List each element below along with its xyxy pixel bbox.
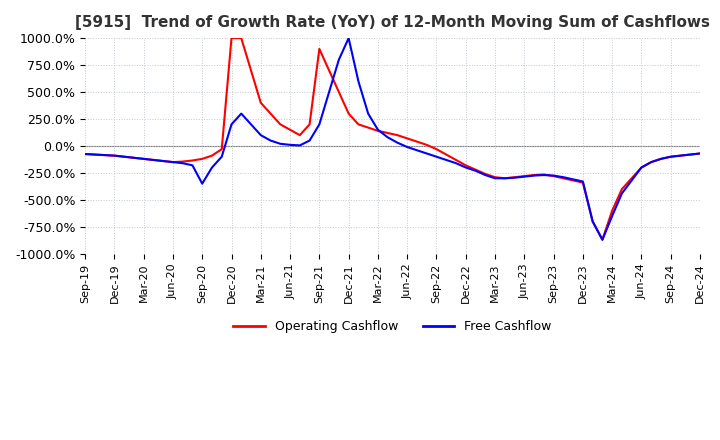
Legend: Operating Cashflow, Free Cashflow: Operating Cashflow, Free Cashflow — [228, 315, 557, 338]
Title: [5915]  Trend of Growth Rate (YoY) of 12-Month Moving Sum of Cashflows: [5915] Trend of Growth Rate (YoY) of 12-… — [75, 15, 710, 30]
